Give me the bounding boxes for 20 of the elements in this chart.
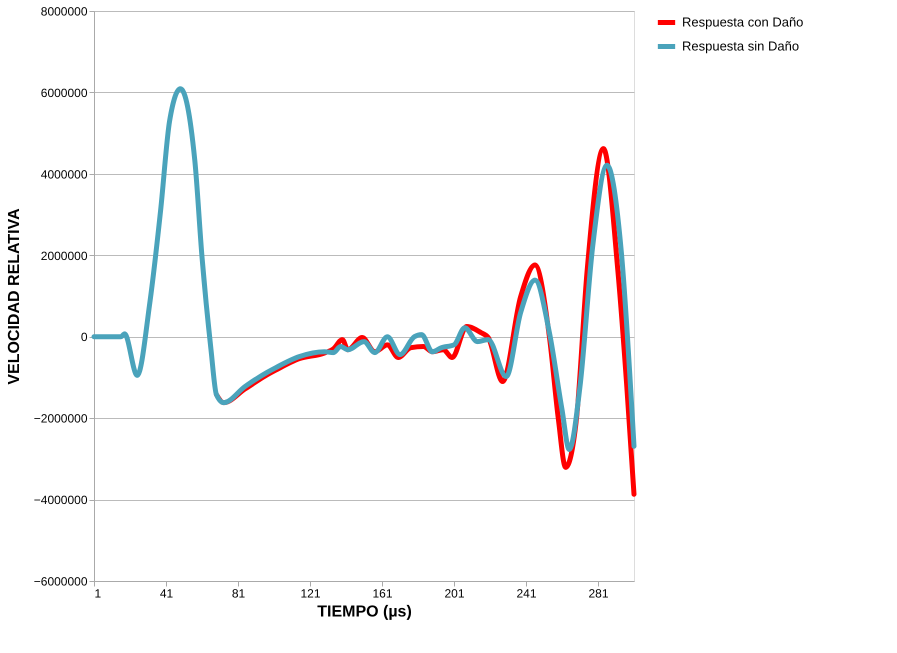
x-tick-label: 81	[232, 586, 246, 600]
y-axis-title: VELOCIDAD RELATIVA	[6, 208, 23, 385]
legend-label: Respuesta con Daño	[682, 14, 804, 30]
y-tick-label: 0	[80, 330, 88, 344]
y-tick-label: −2000000	[34, 412, 88, 426]
y-tick-label: 2000000	[40, 248, 88, 263]
x-tick-label: 161	[372, 586, 393, 600]
x-axis-title: TIEMPO (µs)	[317, 604, 412, 620]
y-tick-label: −4000000	[34, 493, 88, 508]
x-tick-label: 241	[516, 586, 537, 600]
x-tick-label: 121	[300, 586, 321, 600]
x-tick-label: 1	[94, 586, 102, 600]
y-tick-label: 8000000	[40, 4, 88, 18]
x-tick-label: 281	[588, 586, 609, 600]
y-tick-label: −6000000	[34, 574, 88, 588]
y-tick-label: 6000000	[40, 86, 88, 100]
x-tick-label: 41	[160, 586, 174, 600]
x-tick-label: 201	[444, 586, 465, 600]
legend-label: Respuesta sin Daño	[682, 38, 800, 54]
y-tick-label: 4000000	[40, 167, 88, 182]
